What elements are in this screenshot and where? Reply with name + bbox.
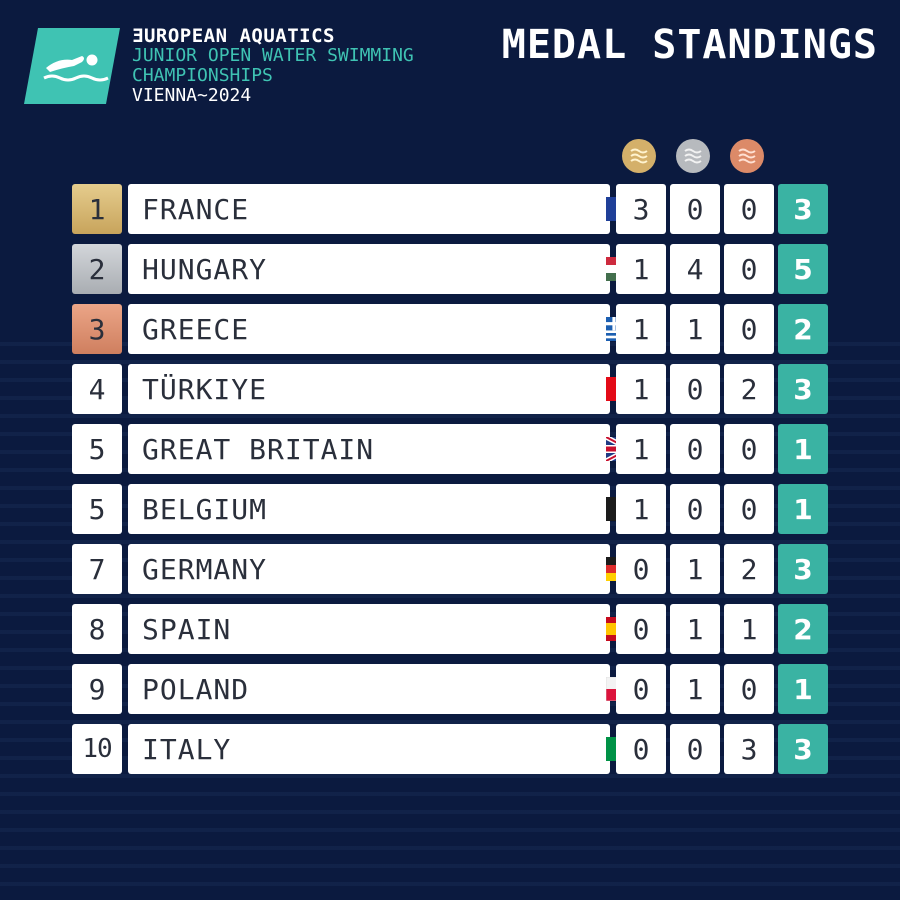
total-count: 2 [778, 604, 828, 654]
bronze-count: 0 [724, 484, 774, 534]
swimmer-logo-icon [24, 28, 120, 104]
bronze-count: 0 [724, 424, 774, 474]
event-name-line2: CHAMPIONSHIPS [132, 65, 273, 86]
country-name: BELGIUM [142, 492, 268, 526]
bronze-count: 2 [724, 364, 774, 414]
gold-count: 3 [616, 184, 666, 234]
country-name: FRANCE [142, 192, 250, 226]
country-cell: TÜRKIYE [128, 364, 652, 414]
country-name: GERMANY [142, 552, 268, 586]
gold-count: 1 [616, 364, 666, 414]
gold-count: 1 [616, 304, 666, 354]
standing-row: 3 GREECE 1 1 0 2 [72, 304, 830, 354]
gold-count: 0 [616, 604, 666, 654]
country-name: GREAT BRITAIN [142, 432, 375, 466]
bronze-count: 0 [724, 304, 774, 354]
country-name: POLAND [142, 672, 250, 706]
standing-row: 2 HUNGARY 1 4 0 5 [72, 244, 830, 294]
rank-cell: 4 [72, 364, 122, 414]
bronze-count: 1 [724, 604, 774, 654]
country-cell: GERMANY [128, 544, 652, 594]
country-cell: SPAIN [128, 604, 652, 654]
bronze-count: 0 [724, 244, 774, 294]
bronze-count: 0 [724, 664, 774, 714]
country-name: TÜRKIYE [142, 372, 268, 406]
total-count: 2 [778, 304, 828, 354]
standing-row: 5 BELGIUM 1 0 0 1 [72, 484, 830, 534]
total-count: 3 [778, 364, 828, 414]
total-count: 3 [778, 184, 828, 234]
gold-count: 1 [616, 244, 666, 294]
total-count: 5 [778, 244, 828, 294]
silver-count: 0 [670, 184, 720, 234]
bronze-count: 0 [724, 184, 774, 234]
standing-row: 9 POLAND 0 1 0 1 [72, 664, 830, 714]
country-cell: HUNGARY [128, 244, 652, 294]
country-cell: FRANCE [128, 184, 652, 234]
standing-row: 10 ITALY 0 0 3 3 [72, 724, 830, 774]
bronze-medal-icon [730, 139, 764, 173]
rank-cell: 7 [72, 544, 122, 594]
page-title: MEDAL STANDINGS [501, 22, 878, 68]
country-name: ITALY [142, 732, 232, 766]
brand-name: ƎUROPEAN AQUATICS [132, 25, 335, 47]
country-name: HUNGARY [142, 252, 268, 286]
rank-cell: 10 [72, 724, 122, 774]
silver-count: 1 [670, 664, 720, 714]
gold-medal-icon [622, 139, 656, 173]
silver-count: 1 [670, 304, 720, 354]
gold-count: 0 [616, 544, 666, 594]
gold-count: 0 [616, 664, 666, 714]
event-city-year: VIENNA~2024 [132, 85, 252, 106]
total-count: 1 [778, 484, 828, 534]
silver-count: 1 [670, 544, 720, 594]
total-count: 3 [778, 544, 828, 594]
country-cell: ITALY [128, 724, 652, 774]
standing-row: 5 GREAT BRITAIN 1 0 0 1 [72, 424, 830, 474]
rank-cell: 1 [72, 184, 122, 234]
event-logo: ƎUROPEAN AQUATICS JUNIOR OPEN WATER SWIM… [24, 26, 444, 106]
silver-count: 0 [670, 424, 720, 474]
country-name: SPAIN [142, 612, 232, 646]
silver-count: 4 [670, 244, 720, 294]
gold-count: 1 [616, 484, 666, 534]
silver-count: 0 [670, 364, 720, 414]
rank-cell: 3 [72, 304, 122, 354]
total-count: 3 [778, 724, 828, 774]
rank-cell: 2 [72, 244, 122, 294]
silver-medal-icon [676, 139, 710, 173]
bronze-count: 2 [724, 544, 774, 594]
country-cell: POLAND [128, 664, 652, 714]
total-count: 1 [778, 424, 828, 474]
rank-cell: 5 [72, 484, 122, 534]
country-name: GREECE [142, 312, 250, 346]
rank-cell: 9 [72, 664, 122, 714]
silver-count: 0 [670, 484, 720, 534]
silver-count: 0 [670, 724, 720, 774]
country-cell: GREECE [128, 304, 652, 354]
country-cell: BELGIUM [128, 484, 652, 534]
standing-row: 7 GERMANY 0 1 2 3 [72, 544, 830, 594]
standing-row: 4 TÜRKIYE 1 0 2 3 [72, 364, 830, 414]
total-count: 1 [778, 664, 828, 714]
gold-count: 0 [616, 724, 666, 774]
rank-cell: 5 [72, 424, 122, 474]
rank-cell: 8 [72, 604, 122, 654]
country-cell: GREAT BRITAIN [128, 424, 652, 474]
gold-count: 1 [616, 424, 666, 474]
standing-row: 8 SPAIN 0 1 1 2 [72, 604, 830, 654]
event-name-line1: JUNIOR OPEN WATER SWIMMING [132, 45, 414, 66]
silver-count: 1 [670, 604, 720, 654]
standing-row: 1 FRANCE 3 0 0 3 [72, 184, 830, 234]
bronze-count: 3 [724, 724, 774, 774]
